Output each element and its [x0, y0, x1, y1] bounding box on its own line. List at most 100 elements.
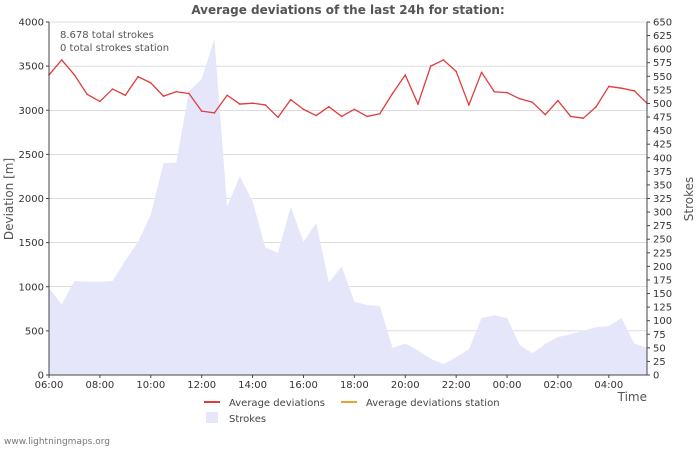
x-tick-label-3: 12:00	[187, 380, 216, 391]
avg-deviation-point-41	[569, 115, 572, 118]
avg-deviation-point-11	[188, 92, 190, 95]
avg-deviation-point-12	[200, 110, 203, 112]
avg-deviation-line	[48, 59, 648, 119]
x-tick-label-11: 04:00	[594, 380, 623, 391]
legend: Average deviations Average deviations st…	[204, 398, 500, 425]
right-tick-label-9: 225	[653, 248, 672, 259]
right-tick-label-13: 325	[653, 194, 672, 205]
y2-axis-title: Strokes	[682, 177, 696, 222]
right-tick-label-8: 200	[653, 262, 672, 273]
avg-deviation-point-28	[404, 74, 407, 76]
x-tick-label-1: 08:00	[85, 380, 114, 391]
avg-deviation-point-46	[633, 90, 636, 92]
x-axis-ticks: 06:00 08:00 10:00 12:00 14:00 16:00 18:00 20:00…	[35, 375, 623, 391]
avg-deviation-point-20	[302, 108, 305, 111]
right-tick-label-12: 300	[653, 208, 672, 219]
annotation-total-strokes: 8.678 total strokes	[60, 30, 154, 41]
avg-deviation-point-13	[213, 112, 216, 114]
avg-deviation-point-42	[582, 117, 585, 119]
legend-avg-label: Average deviations	[229, 398, 325, 409]
avg-deviation-point-22	[328, 105, 330, 108]
avg-deviation-point-18	[277, 116, 279, 119]
deviation-line-layer	[48, 59, 648, 119]
avg-deviation-point-1	[60, 59, 63, 61]
avg-deviation-point-21	[315, 114, 317, 117]
avg-deviation-point-30	[429, 65, 432, 67]
strokes-area-layer	[49, 38, 647, 375]
avg-deviation-point-6	[124, 94, 127, 97]
right-tick-label-6: 150	[653, 289, 672, 300]
avg-deviation-point-44	[608, 85, 610, 88]
left-tick-label-4: 2000	[19, 194, 44, 205]
avg-deviation-point-32	[455, 70, 457, 73]
right-tick-label-0: 0	[653, 371, 659, 382]
x-tick-label-10: 02:00	[544, 380, 573, 391]
legend-avg-station-label: Average deviations station	[366, 398, 500, 409]
right-tick-label-23: 575	[653, 58, 672, 69]
right-tick-label-21: 525	[653, 85, 672, 96]
right-tick-label-15: 375	[653, 167, 672, 178]
avg-deviation-point-33	[468, 104, 470, 106]
right-tick-label-19: 475	[653, 113, 672, 124]
avg-deviation-point-2	[73, 74, 76, 76]
right-tick-label-1: 25	[653, 357, 666, 368]
right-tick-label-3: 75	[653, 330, 666, 341]
avg-deviation-point-37	[518, 97, 521, 100]
avg-deviation-point-38	[531, 101, 534, 104]
right-axis-ticks: 0 25 50 75 100 125 150 175 200 225 250 275 300 325 350…	[647, 18, 672, 382]
right-tick-label-17: 425	[653, 140, 672, 151]
y-axis-title: Deviation [m]	[2, 158, 16, 240]
avg-deviation-point-9	[162, 95, 165, 97]
avg-deviation-point-3	[86, 93, 88, 96]
right-tick-label-20: 500	[653, 99, 672, 110]
left-tick-label-8: 4000	[19, 18, 44, 29]
x-tick-label-2: 10:00	[136, 380, 165, 391]
footer-credit: www.lightningmaps.org	[4, 437, 110, 447]
right-tick-label-25: 625	[653, 31, 672, 42]
avg-deviation-point-45	[620, 87, 623, 89]
avg-deviation-point-34	[480, 71, 483, 74]
avg-deviation-point-40	[557, 99, 559, 102]
x-tick-label-9: 00:00	[493, 380, 522, 391]
x-tick-label-8: 22:00	[442, 380, 471, 391]
avg-deviation-point-17	[264, 104, 267, 106]
x-tick-label-0: 06:00	[35, 380, 64, 391]
avg-deviation-point-25	[366, 115, 368, 118]
left-tick-label-0: 0	[38, 371, 44, 382]
avg-deviation-point-7	[137, 75, 139, 78]
x-tick-label-7: 20:00	[391, 380, 420, 391]
right-tick-label-7: 175	[653, 275, 672, 286]
avg-deviation-point-14	[226, 94, 228, 97]
avg-deviation-point-36	[506, 91, 508, 94]
right-tick-label-4: 100	[653, 316, 672, 327]
avg-deviation-point-35	[493, 90, 496, 93]
right-tick-label-24: 600	[653, 45, 672, 56]
x-tick-label-4: 14:00	[238, 380, 267, 391]
avg-deviation-point-26	[379, 112, 381, 115]
right-tick-label-26: 650	[653, 18, 672, 29]
right-tick-label-5: 125	[653, 303, 672, 314]
avg-deviation-point-24	[353, 108, 356, 111]
left-tick-label-2: 1000	[19, 282, 44, 293]
legend-strokes-label: Strokes	[229, 414, 266, 425]
avg-deviation-point-39	[544, 113, 547, 116]
left-tick-label-7: 3500	[19, 62, 44, 73]
avg-deviation-point-19	[289, 98, 292, 101]
strokes-area	[49, 38, 647, 375]
avg-deviation-point-29	[417, 103, 419, 105]
right-tick-label-14: 350	[653, 180, 672, 191]
avg-deviation-point-8	[149, 82, 152, 84]
right-tick-label-18: 450	[653, 126, 672, 137]
left-tick-label-1: 500	[25, 326, 44, 337]
right-tick-label-10: 250	[653, 235, 672, 246]
right-tick-label-11: 275	[653, 221, 672, 232]
avg-deviation-point-23	[340, 115, 343, 118]
avg-deviation-point-10	[175, 90, 178, 93]
chart-title: Average deviations of the last 24h for s…	[191, 3, 504, 17]
left-tick-label-6: 3000	[19, 106, 44, 117]
x-tick-label-6: 18:00	[340, 380, 369, 391]
right-tick-label-16: 400	[653, 153, 672, 164]
annotation-station-strokes: 0 total strokes station	[60, 43, 169, 54]
avg-deviation-point-4	[99, 100, 101, 103]
